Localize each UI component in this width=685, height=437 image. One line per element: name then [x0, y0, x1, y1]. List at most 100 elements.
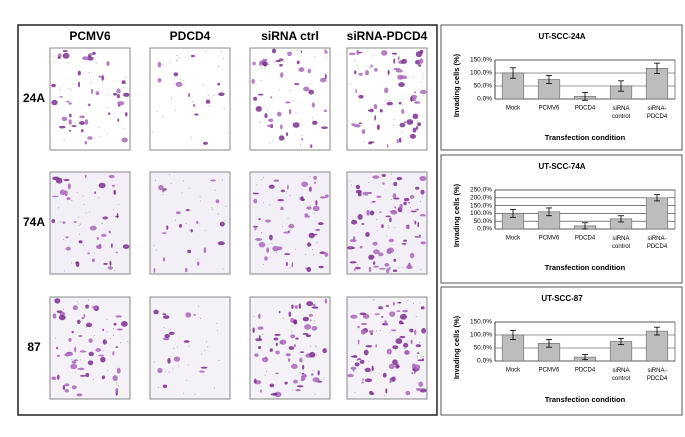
- cell: [416, 352, 420, 354]
- cell: [56, 310, 63, 314]
- pore: [92, 378, 94, 380]
- cell: [382, 372, 387, 378]
- pore: [106, 132, 108, 134]
- cell: [390, 329, 397, 332]
- pore: [313, 212, 315, 214]
- pore: [113, 270, 115, 272]
- cell: [77, 367, 85, 371]
- cell: [298, 67, 305, 73]
- cell: [64, 383, 70, 387]
- cell: [188, 92, 190, 98]
- pore: [299, 371, 301, 373]
- pore: [314, 320, 316, 322]
- x-tick-label: PDCD4: [575, 106, 596, 112]
- y-tick-label: 50.0%: [474, 218, 493, 225]
- pore: [403, 243, 405, 245]
- pore: [262, 263, 264, 265]
- cell: [364, 367, 371, 373]
- cell: [369, 108, 374, 113]
- cell: [324, 252, 329, 257]
- pore: [388, 99, 390, 101]
- pore: [310, 205, 312, 207]
- cell: [395, 69, 403, 73]
- y-tick-label: 0.0%: [477, 226, 492, 233]
- cell: [324, 298, 328, 304]
- pore: [316, 242, 318, 244]
- cell: [87, 252, 91, 255]
- cell: [406, 119, 414, 125]
- cell: [418, 64, 422, 67]
- pore: [53, 55, 55, 57]
- cell: [77, 319, 81, 325]
- x-tick-label: siRNA control: [612, 236, 630, 250]
- cell: [113, 189, 117, 195]
- y-tick-label: 0.0%: [477, 358, 492, 365]
- pore: [53, 102, 55, 104]
- cell: [275, 350, 280, 355]
- pore: [359, 100, 361, 102]
- cell: [58, 314, 66, 321]
- cell: [347, 373, 354, 378]
- cell: [401, 242, 407, 245]
- pore: [199, 318, 201, 320]
- pore: [354, 60, 356, 62]
- pore: [70, 88, 72, 90]
- pore: [69, 121, 71, 123]
- cell: [115, 346, 119, 348]
- cell: [409, 195, 415, 199]
- cell: [275, 59, 281, 63]
- error-bar: [618, 215, 624, 223]
- cell: [294, 305, 298, 309]
- cell: [168, 331, 175, 336]
- cell: [399, 335, 406, 339]
- cell: [63, 178, 70, 182]
- pore: [78, 224, 80, 226]
- pore: [93, 137, 95, 139]
- cell: [381, 224, 384, 229]
- cell: [324, 73, 327, 79]
- pore: [63, 139, 65, 141]
- cell: [85, 372, 90, 378]
- cell: [384, 320, 387, 325]
- cell: [68, 102, 72, 105]
- x-tick-label: siRNA control: [612, 368, 630, 382]
- cell: [280, 124, 283, 130]
- pore: [354, 391, 356, 393]
- pore: [88, 299, 90, 301]
- pore: [123, 86, 125, 88]
- cell: [301, 137, 304, 141]
- pore: [252, 192, 254, 194]
- pore: [357, 68, 359, 70]
- cell: [173, 356, 181, 362]
- cell: [190, 54, 196, 58]
- cell: [123, 92, 130, 97]
- cell: [163, 188, 167, 191]
- cell: [374, 313, 380, 316]
- cell: [358, 72, 363, 76]
- pore: [263, 202, 265, 204]
- pore: [72, 83, 74, 85]
- x-tick-label: PDCD4: [575, 236, 596, 242]
- cell: [285, 132, 289, 136]
- pore: [153, 361, 155, 363]
- cell: [279, 63, 283, 67]
- cell: [384, 262, 390, 267]
- pore: [272, 140, 274, 142]
- pore: [416, 356, 418, 358]
- pore: [106, 107, 108, 109]
- cell: [217, 82, 221, 86]
- cell: [162, 384, 168, 389]
- cell: [313, 175, 317, 180]
- cell: [278, 310, 281, 314]
- pore: [309, 345, 311, 347]
- pore: [314, 345, 316, 347]
- cell: [390, 210, 398, 215]
- cell: [87, 360, 94, 366]
- cell: [377, 252, 384, 257]
- pore: [78, 80, 80, 82]
- pore: [217, 65, 219, 67]
- cell: [122, 244, 130, 249]
- cell: [162, 315, 170, 319]
- cell: [410, 96, 413, 102]
- cell: [81, 317, 85, 319]
